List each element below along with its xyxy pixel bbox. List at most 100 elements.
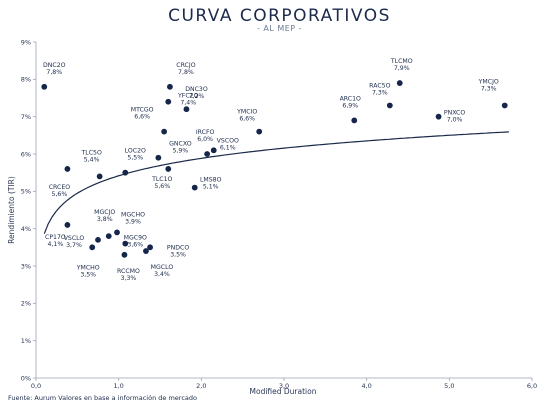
data-point-label: DNC3O 7,2% [185, 86, 208, 100]
data-point-ticker: CRCEO [49, 184, 71, 191]
data-point-ticker: YFC2O [177, 93, 199, 100]
data-point-ticker: TLC1O [151, 176, 172, 183]
data-point-value: 6,6% [134, 114, 150, 121]
data-point [256, 128, 263, 135]
data-point [155, 154, 162, 161]
data-point [96, 173, 103, 180]
data-point [64, 166, 71, 172]
data-point [89, 244, 96, 251]
y-tick-label: 2% [21, 300, 31, 308]
x-tick-label: 2,0 [196, 382, 206, 390]
data-point-label: TLC5O 5,4% [80, 149, 101, 163]
data-point-ticker: PNXCO [444, 110, 465, 117]
data-point [122, 240, 129, 247]
data-point-ticker: YMCJO [478, 78, 499, 85]
data-point-label: ARC1O 6,9% [340, 95, 361, 109]
data-point-value: 6,1% [220, 144, 236, 151]
data-point-label: TLC1O 5,6% [151, 176, 172, 190]
data-point-value: 3,9% [125, 218, 141, 225]
data-point-ticker: LMS8O [200, 177, 222, 184]
data-point-label: MGC9O 3,6% [124, 235, 147, 249]
data-point-value: 7,8% [178, 69, 194, 76]
data-point-ticker: MGC9O [124, 235, 147, 242]
data-point-value: 5,5% [127, 155, 143, 162]
x-axis-label: Modified Duration [250, 387, 317, 396]
data-point-value: 3,3% [121, 275, 137, 282]
data-point [210, 147, 217, 154]
data-point-value: 3,7% [66, 242, 82, 249]
data-point-label: PNXCO 7,0% [444, 110, 465, 124]
data-point-ticker: CP17O [45, 234, 66, 241]
data-point [165, 166, 172, 172]
data-point-value: 3,8% [97, 216, 113, 223]
data-point-value: 4,1% [48, 241, 64, 248]
data-point [183, 106, 190, 113]
data-point [114, 229, 120, 236]
data-point-label: CRCJO 7,8% [176, 62, 195, 76]
data-point [167, 83, 173, 90]
data-point-ticker: CRCJO [176, 62, 195, 69]
data-point-ticker: DNC2O [43, 62, 66, 69]
data-point-label: IRCFO 6,0% [196, 129, 215, 143]
data-point-ticker: RAC5O [369, 82, 390, 89]
x-tick-label: 5,0 [444, 382, 454, 390]
data-point-label: MTCGO 6,6% [131, 107, 154, 121]
x-tick-label: 3,0 [279, 382, 289, 390]
data-point-ticker: GNCXO [169, 141, 192, 148]
data-point-ticker: LOC2O [125, 148, 146, 155]
chart-title: CURVA CORPORATIVOS [168, 6, 391, 26]
x-tick-label: 1,0 [113, 382, 123, 390]
data-point-value: 7,8% [46, 69, 62, 76]
y-tick-label: 3% [21, 262, 31, 270]
data-point-label: VSCOO 6,1% [217, 137, 239, 151]
points-group: DNC2O 7,8%CRCJO 7,8%DNC3O 7,2%YFC2O 7,4%MTCG… [41, 58, 508, 282]
data-point [501, 102, 508, 109]
data-point-value: 7,3% [372, 89, 388, 96]
data-point-ticker: YMCIO [236, 109, 257, 116]
chart-subtitle: - AL MEP - [257, 24, 302, 33]
data-point [64, 222, 71, 228]
data-point-value: 3,5% [80, 271, 96, 278]
data-point-label: VSCLO 3,7% [64, 235, 85, 249]
data-point-value: 3,4% [154, 271, 170, 278]
data-point [121, 251, 128, 258]
y-tick-label: 4% [21, 225, 31, 233]
y-tick-label: 8% [21, 76, 31, 84]
data-point-value: 6,9% [342, 102, 358, 109]
data-point [351, 117, 358, 124]
data-point-ticker: MGCJO [94, 209, 115, 216]
data-point-value: 5,6% [154, 183, 170, 190]
data-point [396, 80, 403, 86]
data-point-value: 5,6% [52, 191, 68, 198]
x-tick-label: 0,0 [31, 382, 41, 390]
data-point-label: YMCJO 7,3% [478, 78, 499, 92]
data-point-ticker: IRCFO [196, 129, 215, 136]
data-point-ticker: MGCHO [121, 211, 145, 218]
y-tick-label: 7% [21, 113, 31, 121]
data-point-value: 7,9% [394, 65, 410, 72]
data-point-label: LOC2O 5,5% [125, 148, 146, 162]
data-point-value: 5,1% [203, 184, 219, 191]
data-point-label: CP17O 4,1% [45, 234, 66, 248]
data-point-ticker: TLCMO [390, 58, 413, 65]
data-point-ticker: TLC5O [80, 149, 101, 156]
data-point-label: RCCMO 3,3% [117, 268, 140, 282]
data-point-ticker: DNC3O [185, 86, 208, 93]
y-tick-label: 9% [21, 38, 31, 46]
data-point-value: 7,3% [481, 85, 497, 92]
data-point-value: 7,2% [189, 93, 205, 100]
y-tick-label: 0% [21, 374, 31, 382]
data-point-label: GNCXO 5,9% [169, 141, 192, 155]
data-point [105, 233, 112, 240]
data-point-value: 3,6% [127, 242, 143, 249]
data-point-label: TLCMO 7,9% [390, 58, 413, 72]
y-tick-label: 1% [21, 337, 31, 345]
data-point-value: 5,4% [84, 156, 100, 163]
data-point-value: 6,6% [239, 116, 255, 123]
data-point-value: 7,0% [447, 117, 463, 124]
data-point-label: YMCIO 6,6% [236, 109, 257, 123]
y-axis-label: Rendimiento (TIR) [7, 176, 16, 244]
data-point-ticker: ARC1O [340, 95, 361, 102]
